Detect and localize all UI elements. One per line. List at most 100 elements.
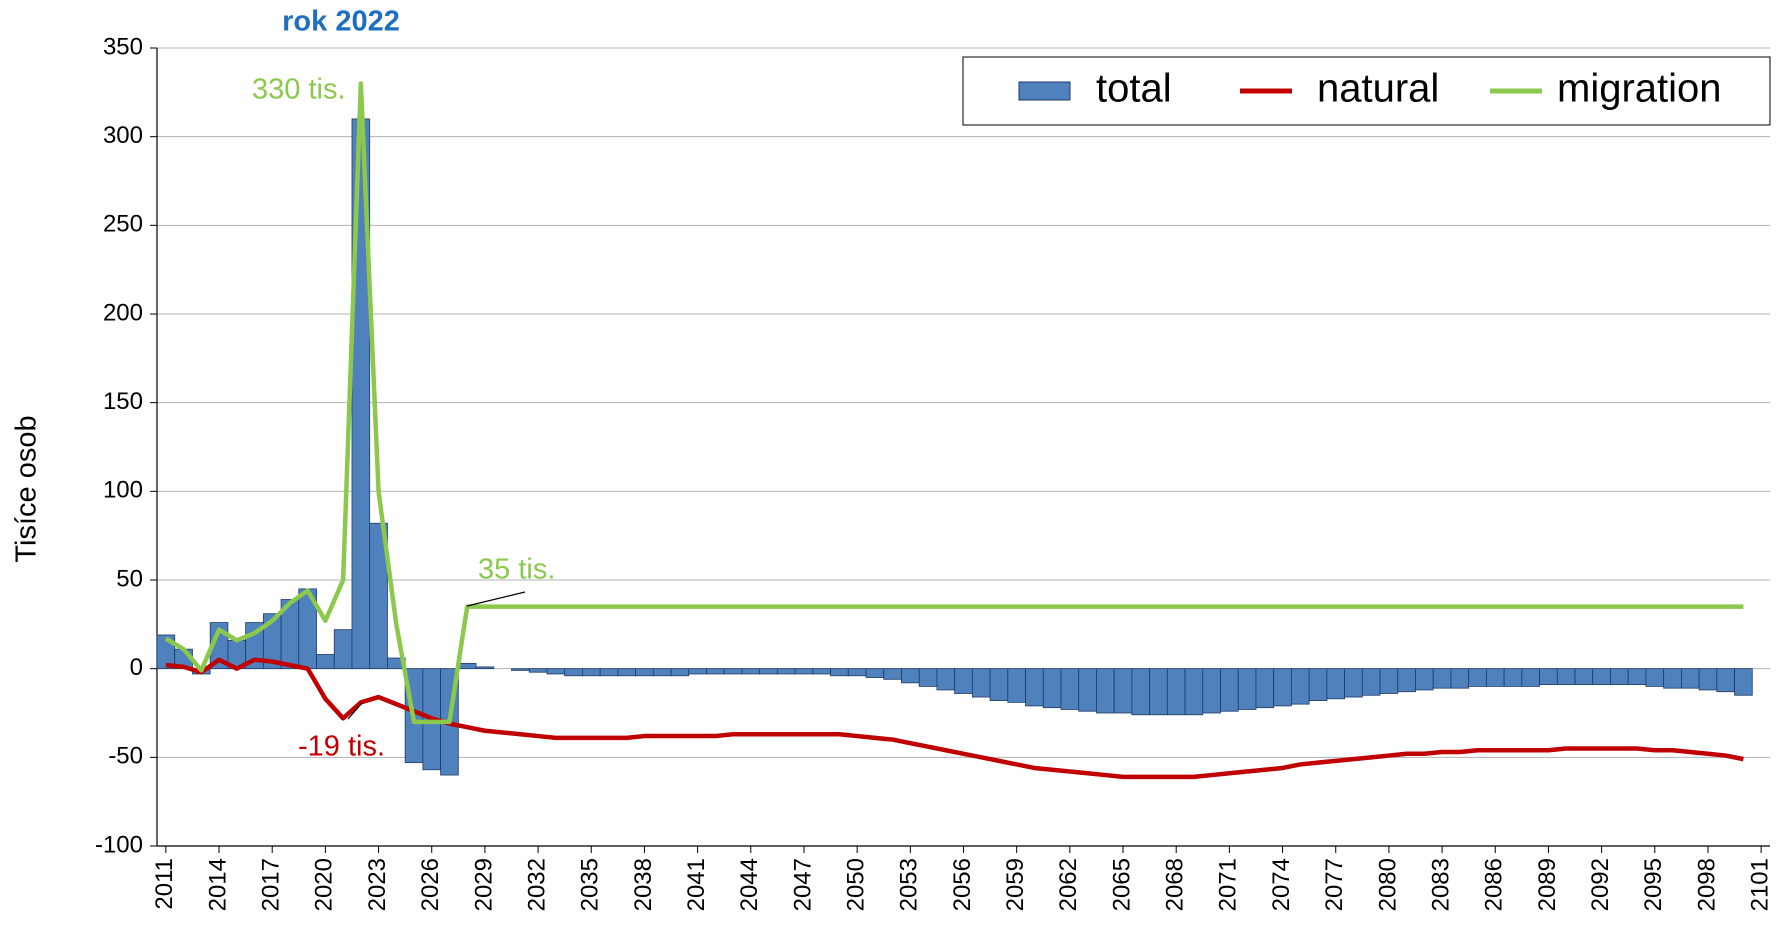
bar: [936, 668, 956, 691]
bar: [528, 668, 548, 673]
bar: [1308, 668, 1328, 701]
bar: [1326, 668, 1345, 700]
annotation: -19 tis.: [298, 731, 385, 763]
bar: [1255, 668, 1275, 709]
bar: [1610, 668, 1629, 686]
bar: [1078, 668, 1097, 712]
bar: [1202, 668, 1221, 714]
bar: [617, 668, 636, 677]
bar: [1698, 668, 1718, 691]
bar: [564, 668, 583, 677]
bar: [369, 522, 388, 670]
bar: [635, 668, 654, 677]
bar: [847, 668, 867, 677]
x-tick-label: 2089: [1534, 858, 1561, 911]
bar: [1166, 668, 1186, 716]
y-tick-label: 100: [103, 477, 143, 504]
bar: [901, 668, 920, 684]
bar: [599, 668, 619, 677]
legend-label: total: [1096, 67, 1172, 111]
leader-line: [347, 702, 363, 720]
x-tick-label: 2056: [949, 858, 976, 911]
x-tick-label: 2053: [896, 858, 923, 911]
bar: [1468, 668, 1487, 687]
x-tick-label: 2071: [1215, 858, 1242, 911]
bar: [794, 668, 814, 675]
y-tick-label: 250: [103, 211, 143, 238]
y-tick-label: -50: [108, 743, 143, 770]
bar: [723, 668, 743, 675]
bar: [830, 668, 849, 677]
bar: [1627, 668, 1647, 686]
x-tick-label: 2068: [1162, 858, 1189, 911]
bar: [1237, 668, 1257, 710]
bar: [333, 629, 353, 670]
bar: [546, 668, 566, 675]
bar: [1361, 668, 1381, 696]
annotation: 35 tis.: [478, 554, 555, 586]
bar: [670, 668, 690, 677]
x-tick-label: 2062: [1055, 858, 1082, 911]
y-axis-label: Tisíce osob: [11, 415, 43, 562]
bar: [1716, 668, 1735, 693]
legend-label: migration: [1557, 67, 1722, 111]
annotation: 330 tis.: [252, 74, 346, 106]
y-tick-label: 0: [130, 654, 143, 681]
bar: [1007, 668, 1026, 703]
bar: [1131, 668, 1151, 716]
legend-swatch: [1018, 81, 1071, 101]
bar: [1432, 668, 1452, 689]
legend-label: natural: [1317, 67, 1439, 111]
bar: [1574, 668, 1594, 686]
leader-line: [466, 591, 526, 607]
bar: [652, 668, 672, 677]
x-tick-label: 2011: [151, 858, 178, 910]
x-tick-label: 2020: [311, 858, 338, 911]
bar: [1149, 668, 1168, 716]
x-tick-label: 2050: [842, 858, 869, 911]
bar: [776, 668, 796, 675]
bar: [457, 662, 477, 670]
bar: [1734, 668, 1753, 696]
bar: [1503, 668, 1523, 687]
bar: [1539, 668, 1558, 686]
bar: [582, 668, 601, 677]
bar: [1556, 668, 1576, 686]
x-tick-label: 2083: [1427, 858, 1454, 911]
bar: [1450, 668, 1470, 689]
x-tick-label: 2086: [1481, 858, 1508, 911]
y-tick-label: -100: [95, 831, 143, 858]
x-tick-label: 2077: [1321, 858, 1348, 911]
x-tick-label: 2014: [204, 858, 231, 911]
bar: [1042, 668, 1062, 709]
bar: [1025, 668, 1044, 707]
x-tick-label: 2080: [1374, 858, 1401, 911]
bar: [1096, 668, 1115, 714]
bar: [1184, 668, 1204, 716]
bar: [316, 654, 335, 670]
y-tick-label: 350: [103, 33, 143, 60]
bar: [1521, 668, 1540, 687]
annotation: rok 2022: [282, 6, 400, 38]
y-tick-label: 50: [116, 565, 143, 592]
x-tick-label: 2026: [417, 858, 444, 911]
x-tick-label: 2041: [683, 858, 710, 911]
bar: [688, 668, 707, 675]
bar: [812, 668, 831, 675]
x-tick-label: 2035: [577, 858, 604, 911]
bar: [1060, 668, 1080, 710]
x-tick-label: 2044: [736, 858, 763, 911]
bar: [741, 668, 761, 675]
bar: [954, 668, 973, 694]
bar: [1680, 668, 1700, 689]
x-tick-label: 2059: [1002, 858, 1029, 911]
line: [165, 657, 1744, 780]
x-tick-label: 2017: [258, 858, 285, 911]
bar: [475, 666, 495, 670]
y-tick-label: 150: [103, 388, 143, 415]
x-tick-label: 2023: [364, 858, 391, 911]
bar: [1291, 668, 1310, 705]
x-tick-label: 2101: [1746, 858, 1773, 911]
